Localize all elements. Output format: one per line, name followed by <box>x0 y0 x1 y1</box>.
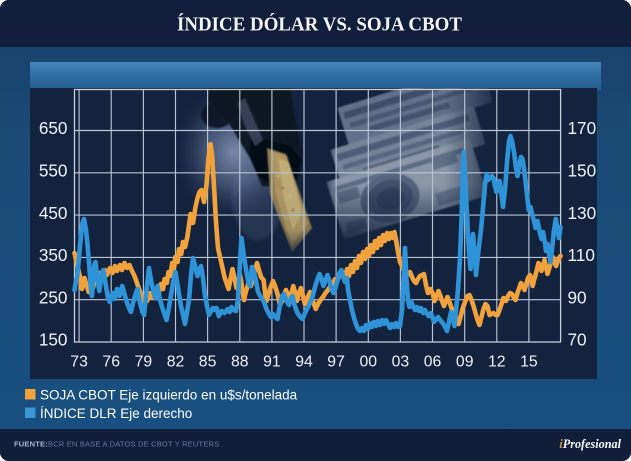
svg-text:650: 650 <box>39 118 68 138</box>
svg-text:97: 97 <box>327 354 345 371</box>
svg-text:90: 90 <box>568 287 587 307</box>
svg-text:550: 550 <box>39 161 68 181</box>
svg-text:88: 88 <box>231 354 249 371</box>
svg-text:150: 150 <box>568 161 597 181</box>
svg-text:250: 250 <box>39 287 68 307</box>
svg-text:73: 73 <box>70 354 88 371</box>
svg-text:70: 70 <box>568 330 587 350</box>
svg-text:SOJA CBOT Eje izquierdo en u$s: SOJA CBOT Eje izquierdo en u$s/tonelada <box>40 388 298 403</box>
svg-text:150: 150 <box>39 330 68 350</box>
svg-text:BCR EN BASE A DATOS DE CBOT Y: BCR EN BASE A DATOS DE CBOT Y REUTERS <box>48 440 219 449</box>
svg-text:94: 94 <box>295 354 313 371</box>
svg-text:03: 03 <box>392 354 410 371</box>
svg-text:79: 79 <box>135 354 153 371</box>
svg-text:130: 130 <box>568 203 597 223</box>
svg-text:ÍNDICE DÓLAR VS. SOJA CBOT: ÍNDICE DÓLAR VS. SOJA CBOT <box>177 12 463 36</box>
svg-text:450: 450 <box>39 203 68 223</box>
svg-text:ÍNDICE DÓLAR VS. SOJA CBOT: ÍNDICE DÓLAR VS. SOJA CBOT <box>178 12 464 36</box>
svg-text:09: 09 <box>456 354 474 371</box>
svg-text:00: 00 <box>360 354 378 371</box>
svg-text:ÍNDICE DLR Eje derecho: ÍNDICE DLR Eje derecho <box>40 406 192 421</box>
svg-text:iProfesional: iProfesional <box>559 437 621 451</box>
svg-text:85: 85 <box>199 354 217 371</box>
svg-text:170: 170 <box>568 118 597 138</box>
svg-text:06: 06 <box>424 354 442 371</box>
svg-text:FUENTE:: FUENTE: <box>14 440 48 449</box>
svg-text:110: 110 <box>568 245 595 265</box>
svg-text:91: 91 <box>263 354 281 371</box>
svg-text:350: 350 <box>39 245 68 265</box>
svg-text:82: 82 <box>167 354 185 371</box>
svg-text:76: 76 <box>102 354 120 371</box>
svg-text:15: 15 <box>520 354 538 371</box>
svg-text:12: 12 <box>488 354 506 371</box>
